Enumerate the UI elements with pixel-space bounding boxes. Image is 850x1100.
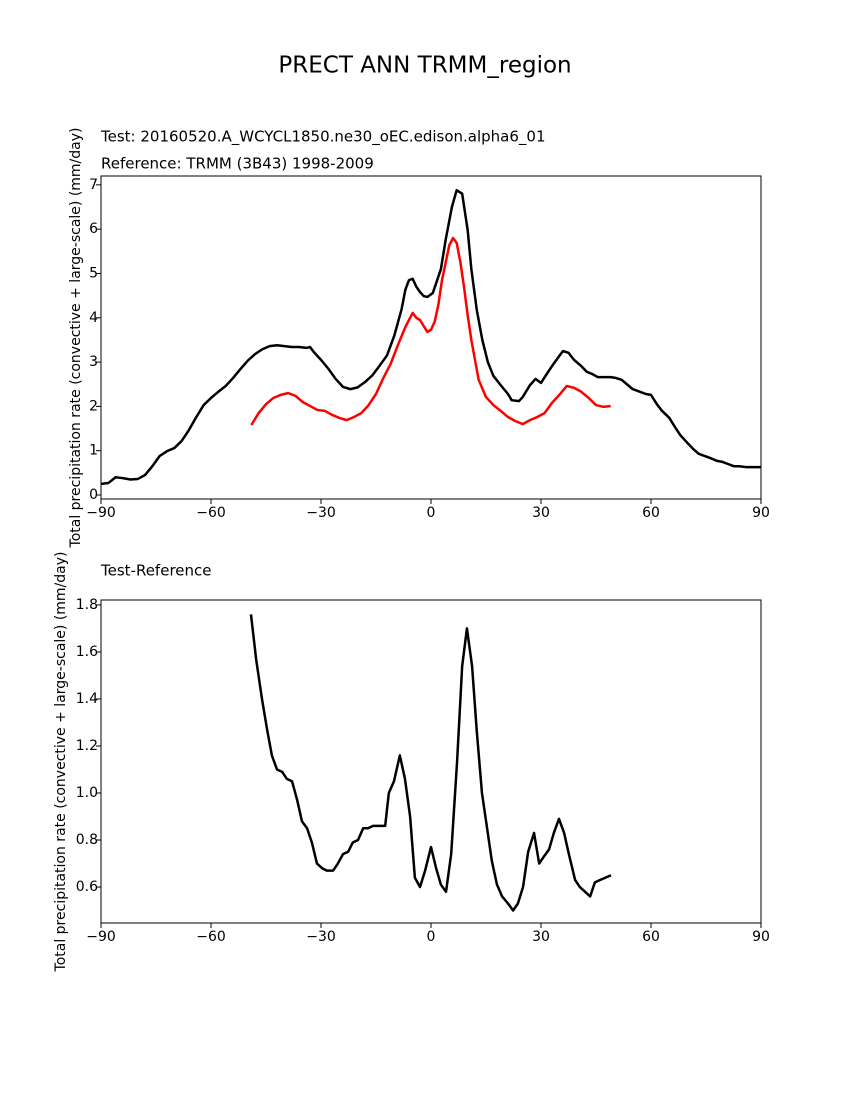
y-tick-label: 1.8: [76, 597, 98, 613]
y-tick-label: 1.4: [76, 691, 98, 707]
y-tick-label: 0.6: [76, 879, 98, 895]
subtitle: Test-Reference: [100, 562, 212, 580]
y-tick-label: 7: [89, 177, 98, 193]
y-tick-label: 1.0: [76, 785, 98, 801]
y-tick-label: 2: [89, 398, 98, 414]
y-tick-label: 5: [89, 265, 98, 281]
x-tick-label: −60: [196, 505, 226, 521]
y-tick-label: 1.6: [76, 644, 98, 660]
y-tick-label: 6: [89, 221, 98, 237]
x-tick-label: 30: [532, 505, 550, 521]
x-tick-label: −90: [86, 929, 116, 945]
x-tick-label: −90: [86, 505, 116, 521]
x-tick-label: −30: [306, 505, 336, 521]
x-tick-label: 60: [642, 929, 660, 945]
figure-title: PRECT ANN TRMM_region: [278, 53, 571, 79]
x-tick-label: −60: [196, 929, 226, 945]
y-tick-label: 4: [89, 310, 98, 326]
x-tick-label: 0: [427, 929, 436, 945]
y-axis-label: Total precipitation rate (convective + l…: [68, 128, 84, 549]
plot-frame: [100, 599, 762, 924]
y-tick-label: 1: [89, 443, 98, 459]
series-line: [100, 188, 761, 486]
series-label: Test: 20160520.A_WCYCL1850.ne30_oEC.edis…: [100, 128, 546, 147]
y-tick-label: 1.2: [76, 738, 98, 754]
x-tick-label: 60: [642, 505, 660, 521]
y-axis-label: Total precipitation rate (convective + l…: [53, 552, 69, 973]
series-line: [250, 236, 611, 426]
y-tick-label: 0: [89, 487, 98, 503]
x-tick-label: −30: [306, 929, 336, 945]
x-tick-label: 90: [752, 505, 770, 521]
plot-frame: [100, 175, 762, 500]
series-label: Reference: TRMM (3B43) 1998-2009: [101, 155, 374, 173]
y-tick-label: 3: [89, 354, 98, 370]
x-tick-label: 30: [532, 929, 550, 945]
x-tick-label: 90: [752, 929, 770, 945]
series-line: [249, 614, 612, 912]
x-tick-label: 0: [427, 505, 436, 521]
y-tick-label: 0.8: [76, 832, 98, 848]
